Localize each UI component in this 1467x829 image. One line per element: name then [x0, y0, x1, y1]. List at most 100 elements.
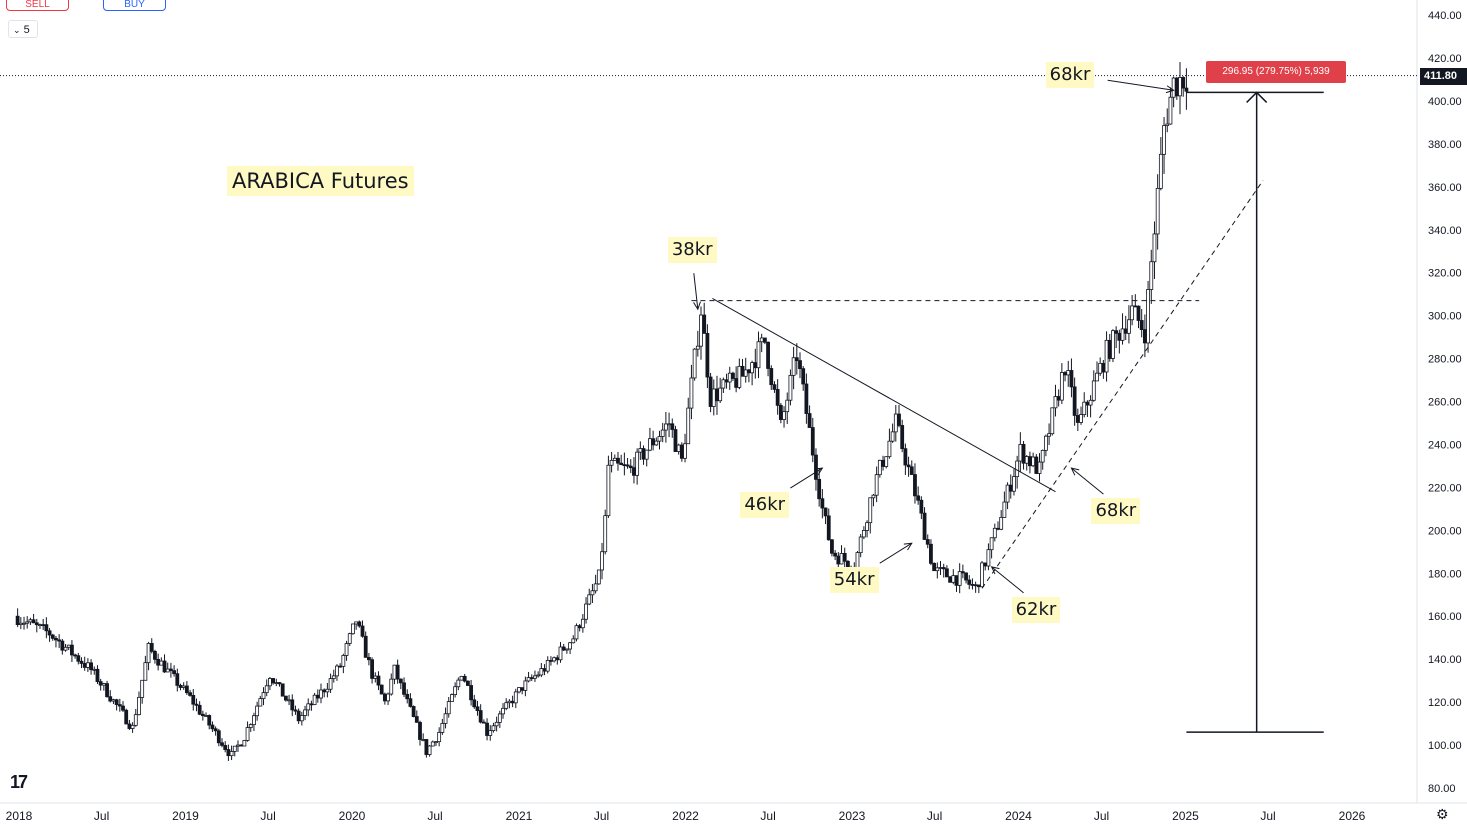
annotation-arrow [990, 566, 1024, 594]
candle [673, 425, 678, 452]
candle [590, 584, 595, 603]
candle-body [919, 499, 924, 514]
candle-body [941, 567, 946, 570]
candle [747, 368, 751, 383]
candle-body [488, 730, 493, 736]
candle-body [600, 551, 604, 571]
candle-body [188, 692, 192, 696]
candle [1059, 363, 1064, 404]
candle-body [504, 702, 509, 709]
candle [367, 653, 371, 666]
candle-body [842, 553, 847, 562]
candle [970, 578, 975, 590]
candle [268, 676, 272, 691]
candle [140, 679, 145, 704]
candle [485, 718, 489, 741]
candle [293, 705, 298, 715]
candle-body [960, 571, 965, 574]
candle [322, 688, 327, 698]
candle-body [663, 423, 668, 431]
candle-body [1024, 456, 1029, 464]
candle-body [533, 675, 537, 679]
candle-body [1075, 415, 1080, 423]
candle [312, 692, 317, 706]
candle-body [1072, 386, 1077, 416]
price-tick-label: 200.00 [1428, 525, 1462, 537]
candle-body [1139, 320, 1144, 330]
candle [683, 433, 687, 463]
candle-body [328, 678, 333, 690]
candle-body [325, 688, 330, 693]
candle-body [810, 427, 815, 456]
candle [319, 683, 323, 704]
candle-body [1158, 153, 1163, 189]
price-tick-label: 280.00 [1428, 354, 1462, 366]
candle-body [686, 407, 691, 445]
candle [344, 640, 349, 661]
candle [446, 697, 451, 718]
tradingview-logo-icon[interactable]: 17 [10, 772, 28, 792]
candle-body [354, 621, 359, 625]
candle [271, 677, 276, 685]
candle [791, 346, 796, 390]
candle-body [798, 360, 802, 370]
candle-body [239, 744, 244, 747]
candle [481, 719, 486, 724]
candle-body [76, 655, 81, 662]
candle-body [587, 594, 592, 605]
annotation-arrow [693, 273, 701, 311]
candle [903, 443, 908, 475]
candle-body [778, 404, 783, 420]
candle-body [766, 341, 770, 369]
candle [932, 562, 937, 572]
candle-body [574, 625, 579, 640]
candle-body [750, 362, 755, 374]
candle [501, 703, 505, 719]
candle-body [612, 457, 617, 461]
candle-body [41, 624, 46, 627]
candle [938, 561, 943, 576]
candle [798, 352, 802, 379]
candle-body [871, 494, 876, 499]
arrow-head [693, 301, 701, 311]
candle-body [651, 438, 656, 446]
settings-icon[interactable]: ⚙ [1436, 806, 1449, 822]
candle [398, 678, 403, 690]
candle [306, 698, 311, 717]
sell-button[interactable]: SELL [6, 0, 69, 11]
candle-body [957, 571, 962, 586]
candle-body [398, 678, 403, 684]
candle-body [756, 341, 761, 369]
candle [63, 644, 68, 652]
buy-button[interactable]: BUY [103, 0, 166, 11]
candle-body [804, 383, 809, 414]
candle-body [446, 701, 451, 715]
time-tick-label: 2026 [1339, 809, 1366, 823]
candle [980, 560, 984, 588]
candle-body [727, 372, 732, 383]
candle-body [539, 668, 544, 676]
candle [277, 682, 282, 687]
candle-body [175, 673, 180, 686]
candle [753, 348, 758, 379]
candle-body [1142, 329, 1147, 344]
candle [351, 623, 355, 635]
time-tick-label: Jul [1260, 809, 1275, 823]
arrow-head [903, 542, 913, 551]
resistance-trendline [712, 298, 1056, 493]
candle-body [216, 730, 221, 744]
candle-body [491, 725, 496, 732]
candle [721, 377, 726, 394]
candle-body [785, 399, 790, 413]
candle-body [1095, 372, 1099, 382]
candle [1018, 432, 1023, 473]
candle-body [63, 646, 68, 651]
lot-size-selector[interactable]: ⌄ 5 [8, 20, 38, 38]
candle-body [18, 622, 23, 625]
candle [983, 562, 988, 571]
candle-body [836, 555, 841, 565]
candle [1098, 357, 1103, 376]
candle [1066, 360, 1071, 387]
candle-body [421, 739, 426, 741]
